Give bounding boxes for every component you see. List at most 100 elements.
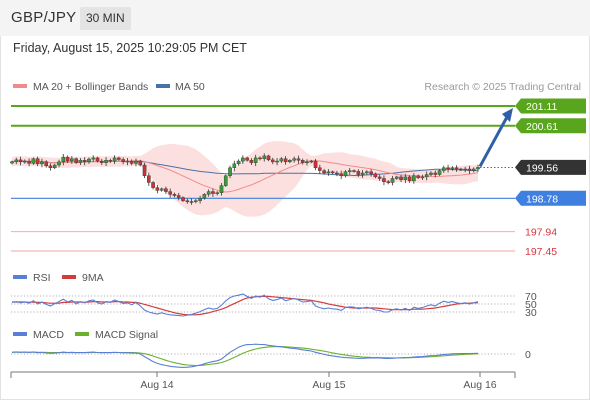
- level-label-198-78: 198.78: [526, 193, 558, 205]
- header-bar: GBP/JPY 30 MIN: [0, 0, 590, 36]
- candle-body: [65, 156, 70, 162]
- bollinger-band: [12, 141, 478, 217]
- candle-body: [258, 157, 262, 160]
- candle-body: [318, 167, 322, 171]
- ma50-legend-swatch: [156, 84, 170, 88]
- candle-body: [300, 160, 305, 163]
- candle-body: [125, 160, 130, 163]
- candle-body: [262, 155, 267, 159]
- candle-body: [253, 157, 258, 163]
- candle-body: [288, 160, 292, 163]
- candle-body: [74, 158, 78, 163]
- level-label-197-94: 197.94: [525, 227, 557, 239]
- candle-body: [138, 160, 143, 166]
- candle-body: [424, 174, 429, 178]
- candle-body: [215, 192, 220, 194]
- candle-body: [35, 158, 40, 165]
- candle-body: [172, 194, 177, 196]
- macd-signal-legend-swatch: [75, 332, 89, 336]
- candle-body: [142, 164, 147, 176]
- candle-body: [159, 188, 164, 191]
- candle-body: [168, 191, 172, 195]
- candle-body: [360, 172, 365, 175]
- macd-panel: 0: [11, 343, 531, 368]
- candle-body: [270, 159, 275, 163]
- candle-body: [249, 160, 254, 163]
- candle-body: [52, 164, 57, 169]
- candle-body: [437, 170, 442, 175]
- candle-body: [446, 167, 450, 170]
- candle-body: [147, 175, 151, 183]
- candle-body: [330, 171, 335, 174]
- ma20-legend-label: MA 20 + Bollinger Bands: [33, 81, 148, 93]
- rsi-legend-swatch: [13, 275, 27, 279]
- candle-body: [40, 161, 44, 165]
- candle-body: [394, 176, 399, 179]
- macd-signal-legend-label: MACD Signal: [95, 329, 158, 341]
- candle-body: [476, 167, 480, 170]
- candlesticks: [10, 153, 480, 205]
- x-tick-label: Aug 16: [463, 379, 496, 391]
- level-label-200-61: 200.61: [526, 121, 558, 133]
- candle-body: [386, 181, 391, 183]
- candle-body: [313, 160, 318, 169]
- candle-body: [441, 167, 446, 171]
- candle-body: [155, 187, 160, 191]
- candle-body: [412, 175, 416, 182]
- candle-body: [343, 171, 348, 176]
- level-label-199-56: 199.56: [526, 162, 558, 174]
- candle-body: [369, 171, 373, 174]
- datetime-label: Friday, August 15, 2025 10:29:05 PM CET: [13, 41, 247, 55]
- level-label-197-45: 197.45: [525, 246, 557, 258]
- candle-body: [322, 170, 326, 174]
- level-tag-198-78: [515, 190, 586, 206]
- candle-body: [296, 158, 301, 161]
- candle-body: [471, 168, 476, 171]
- candle-body: [459, 168, 463, 171]
- rsi-tick-label: 50: [525, 299, 537, 311]
- candle-body: [211, 191, 215, 194]
- candle-body: [283, 158, 288, 163]
- candle-body: [18, 159, 23, 163]
- candle-body: [373, 173, 378, 178]
- candle-body: [57, 161, 61, 166]
- candle-body: [78, 160, 83, 163]
- candle-body: [275, 160, 279, 163]
- candle-body: [433, 172, 438, 175]
- macd-legend-swatch: [13, 332, 27, 336]
- candle-body: [429, 172, 433, 175]
- candle-body: [206, 191, 211, 195]
- rsi-ma-legend-swatch: [62, 275, 76, 279]
- copyright-label: Research © 2025 Trading Central: [424, 81, 581, 93]
- candle-body: [228, 167, 232, 176]
- candle-body: [48, 165, 53, 169]
- ma20-legend-swatch: [13, 84, 27, 88]
- candle-body: [23, 160, 27, 163]
- candle-body: [454, 167, 459, 170]
- candle-body: [223, 175, 228, 186]
- candle-body: [112, 157, 117, 162]
- candle-body: [104, 160, 108, 163]
- candle-body: [326, 171, 331, 174]
- candle-body: [463, 168, 467, 171]
- candle-body: [232, 163, 237, 169]
- forecast-arrow-shaft: [478, 116, 509, 168]
- candle-body: [356, 171, 361, 175]
- candle-body: [403, 176, 408, 180]
- candle-body: [377, 176, 382, 179]
- macd-signal-line: [11, 346, 479, 367]
- candle-body: [91, 157, 96, 160]
- candle-body: [14, 159, 19, 163]
- candle-body: [335, 172, 339, 175]
- candle-body: [99, 160, 104, 163]
- candle-body: [352, 170, 356, 172]
- timeframe-badge[interactable]: 30 MIN: [80, 7, 131, 30]
- candle-body: [198, 198, 202, 201]
- rsi-legend-label: RSI: [33, 272, 51, 284]
- candle-body: [61, 156, 66, 163]
- price-levels: [11, 105, 515, 252]
- candle-body: [266, 155, 271, 161]
- candle-body: [95, 157, 100, 162]
